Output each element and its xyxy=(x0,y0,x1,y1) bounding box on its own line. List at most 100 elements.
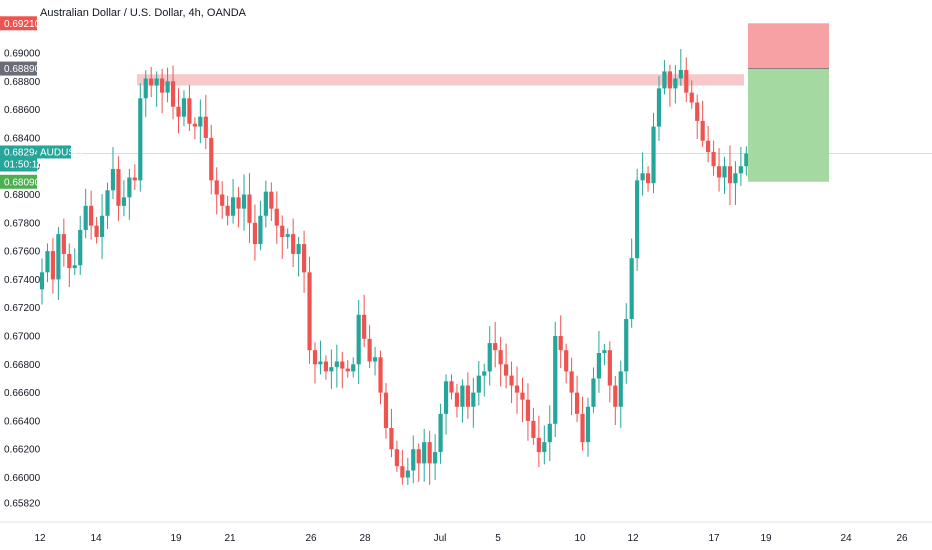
candle-body xyxy=(132,177,137,181)
candle-body xyxy=(411,449,416,471)
x-tick-label: 10 xyxy=(574,533,586,544)
y-tick-label: 0.67800 xyxy=(4,218,41,229)
candle-body xyxy=(454,392,460,407)
candle-body xyxy=(531,420,536,438)
candle-body xyxy=(525,399,531,421)
candle-body xyxy=(684,69,689,93)
candle-body xyxy=(635,180,640,259)
x-tick-label: 12 xyxy=(627,533,639,544)
target-price-badge-label: 0.68090 xyxy=(4,177,41,188)
candle-body xyxy=(422,442,427,464)
candle-body xyxy=(312,350,318,365)
y-tick-label: 0.67600 xyxy=(4,247,41,258)
candle-body xyxy=(389,428,394,450)
entry-price-badge-label: 0.68890 xyxy=(4,64,41,75)
x-tick-label: Jul xyxy=(434,533,447,544)
candle-body xyxy=(263,191,268,216)
candle-body xyxy=(602,350,607,353)
candle-body xyxy=(138,98,143,181)
y-tick-label: 0.67200 xyxy=(4,303,41,314)
candle-body xyxy=(236,197,241,209)
symbol-label: AUDUSD xyxy=(40,147,82,158)
candle-body xyxy=(220,194,225,206)
candle-body xyxy=(296,244,301,254)
candle-body xyxy=(367,338,372,362)
candle-body xyxy=(356,314,361,365)
candle-body xyxy=(160,78,165,93)
candle-body xyxy=(487,343,492,372)
candle-body xyxy=(427,442,432,464)
y-tick-label: 0.69000 xyxy=(4,49,41,60)
candle-body xyxy=(449,381,454,393)
y-tick-label: 0.66800 xyxy=(4,360,41,371)
x-tick-label: 28 xyxy=(359,533,371,544)
candle-body xyxy=(176,106,181,117)
candle-body xyxy=(580,413,585,443)
candle-body xyxy=(678,69,683,79)
y-tick-label: 0.68800 xyxy=(4,77,41,88)
candle-body xyxy=(542,442,547,453)
candle-body xyxy=(252,222,258,245)
candle-body xyxy=(400,466,405,478)
candle-body xyxy=(667,71,672,89)
candle-body xyxy=(329,367,334,372)
stop-loss-zone[interactable] xyxy=(748,23,829,69)
candle-body xyxy=(89,205,94,226)
candle-body xyxy=(383,392,389,428)
y-tick-label: 0.68400 xyxy=(4,133,41,144)
candle-body xyxy=(509,375,514,386)
candle-body xyxy=(433,452,438,464)
candle-body xyxy=(78,229,83,266)
candle-body xyxy=(56,234,61,280)
target-price-badge xyxy=(0,174,37,189)
y-tick-label: 0.65820 xyxy=(4,499,41,510)
candle-body xyxy=(553,336,558,424)
countdown-label: 01:50:15 xyxy=(4,159,43,170)
take-profit-zone[interactable] xyxy=(748,68,829,182)
candle-body xyxy=(334,361,339,368)
candle-body xyxy=(285,234,290,237)
candle-body xyxy=(116,169,121,206)
y-tick-label: 0.66200 xyxy=(4,445,41,456)
candle-body xyxy=(640,173,645,181)
candle-body xyxy=(127,177,132,198)
x-tick-label: 14 xyxy=(90,533,102,544)
candle-body xyxy=(170,81,176,107)
candle-body xyxy=(536,437,541,453)
candle-body xyxy=(738,166,743,174)
symbol-badge xyxy=(37,145,71,159)
candle-body xyxy=(727,166,733,184)
candle-body xyxy=(198,116,203,127)
candle-body xyxy=(733,173,738,184)
x-tick-label: 19 xyxy=(760,533,772,544)
candle-body xyxy=(405,470,410,478)
candle-body xyxy=(110,169,116,191)
candle-body xyxy=(307,272,312,351)
y-tick-label: 0.66600 xyxy=(4,388,41,399)
candle-body xyxy=(83,205,88,230)
candle-body xyxy=(372,357,378,362)
y-tick-label: 0.68600 xyxy=(4,105,41,116)
candle-body xyxy=(547,423,552,443)
candle-body xyxy=(258,215,263,245)
stop-price-badge-label: 0.69210 xyxy=(4,19,41,30)
candle-body xyxy=(476,375,481,393)
candle-body xyxy=(231,197,236,216)
candle-body xyxy=(105,190,110,216)
candle-body xyxy=(45,251,50,273)
y-tick-label: 0.68000 xyxy=(4,190,41,201)
candle-body xyxy=(662,71,667,89)
x-tick-label: 17 xyxy=(708,533,720,544)
x-tick-label: 21 xyxy=(224,533,236,544)
candle-body xyxy=(596,353,602,379)
candle-body xyxy=(241,194,247,209)
candle-body xyxy=(225,205,230,216)
candle-body xyxy=(711,152,716,167)
candle-body xyxy=(280,225,285,237)
candle-body xyxy=(465,385,470,407)
entry-price-badge xyxy=(0,61,37,76)
y-tick-label: 0.66000 xyxy=(4,473,41,484)
candle-body xyxy=(564,350,569,372)
candle-body xyxy=(471,392,476,407)
